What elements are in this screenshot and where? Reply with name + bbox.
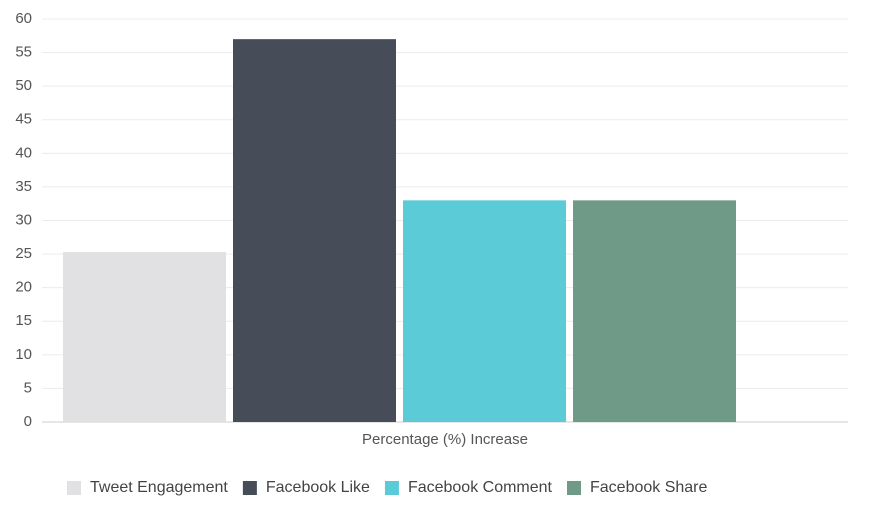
x-tick-label: Percentage (%) Increase: [362, 431, 528, 448]
legend-swatch: [242, 481, 257, 495]
y-tick-label: 40: [15, 144, 32, 161]
y-tick-label: 45: [15, 111, 32, 128]
bar: [573, 200, 736, 422]
y-tick-label: 10: [15, 346, 32, 363]
legend-label: Facebook Comment: [408, 479, 553, 496]
legend-label: Tweet Engagement: [90, 479, 228, 496]
legend-label: Facebook Share: [590, 479, 708, 496]
legend-swatch: [567, 481, 581, 495]
y-tick-label: 50: [15, 77, 32, 94]
legend-label: Facebook Like: [266, 479, 370, 496]
y-tick-label: 60: [15, 10, 32, 27]
y-tick-label: 5: [24, 379, 32, 396]
y-tick-label: 55: [15, 44, 32, 61]
legend-swatch: [384, 481, 399, 495]
y-tick-label: 30: [15, 211, 32, 228]
legend-swatch: [67, 481, 81, 495]
y-tick-label: 20: [15, 279, 32, 296]
y-tick-label: 0: [24, 413, 32, 430]
bar: [403, 200, 566, 422]
y-tick-label: 15: [15, 312, 32, 329]
bar: [233, 39, 396, 423]
bar: [63, 252, 226, 422]
y-tick-label: 25: [15, 245, 32, 262]
y-tick-label: 35: [15, 178, 32, 195]
